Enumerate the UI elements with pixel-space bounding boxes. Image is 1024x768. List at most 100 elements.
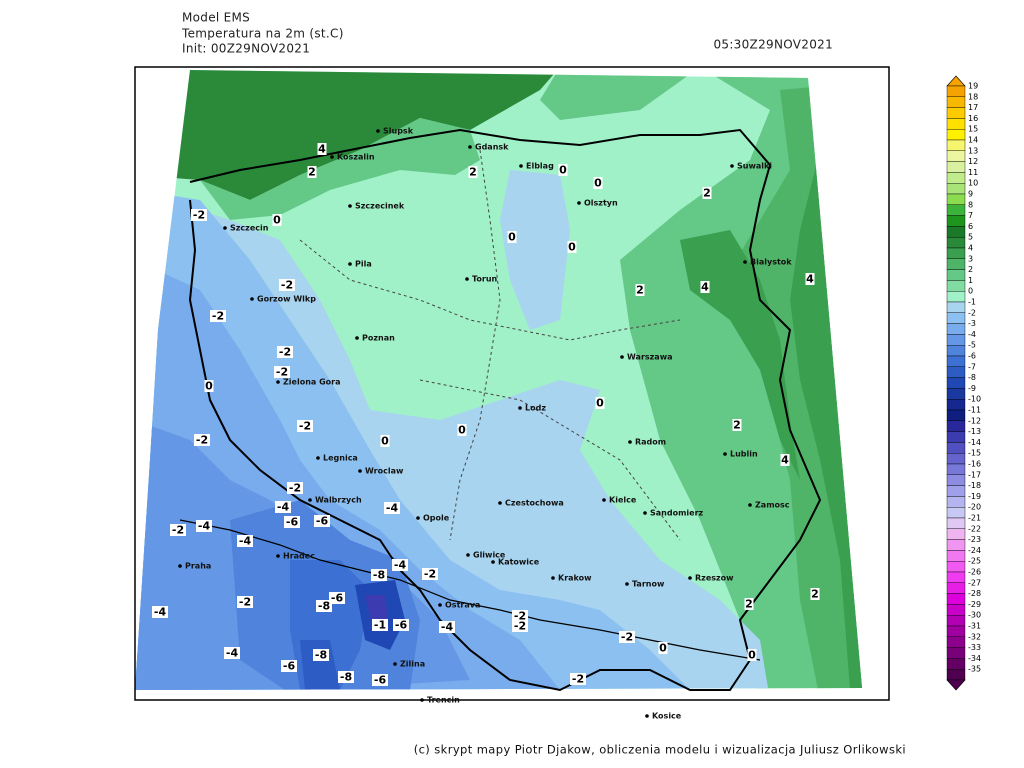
contour-label-bg — [284, 516, 300, 528]
contour-label: -6 — [331, 592, 344, 605]
legend-swatch — [946, 258, 966, 270]
contour-label-bg — [372, 619, 388, 631]
legend-label: -1 — [968, 298, 976, 307]
field-m7 — [300, 640, 340, 690]
city-label: Kosice — [652, 712, 682, 721]
legend-label: -28 — [968, 589, 981, 598]
city-label: Torun — [472, 275, 498, 284]
field-sea — [135, 70, 560, 200]
city-label: Koszalin — [337, 153, 375, 162]
contour-label-bg — [507, 231, 517, 243]
city-dot — [355, 336, 359, 340]
field-coast — [200, 118, 480, 220]
contour-label: -4 — [239, 535, 252, 548]
init-time: Init: 00Z29NOV2021 — [182, 42, 310, 56]
contour-label: -4 — [154, 606, 167, 619]
voivodeship — [449, 149, 501, 541]
city-label: Praha — [185, 562, 211, 571]
legend-swatch — [946, 420, 966, 432]
legend-swatch — [946, 96, 966, 108]
contour-label-bg — [422, 568, 438, 580]
city-label: Zamosc — [755, 501, 790, 510]
legend-swatch — [946, 377, 966, 389]
contour-label: 4 — [806, 273, 814, 286]
contour-label-bg — [210, 310, 226, 322]
city-label: Pila — [355, 260, 372, 269]
contour-label-bg — [338, 671, 354, 683]
contour-label-bg — [272, 214, 282, 226]
city-label: Warszawa — [627, 353, 673, 362]
city-dot — [723, 452, 727, 456]
contour-label-bg — [316, 600, 332, 612]
contour-label: -1 — [374, 619, 386, 632]
contour-label: 2 — [636, 284, 644, 297]
contour-label: -2 — [281, 279, 293, 292]
legend-arrow-bottom — [946, 679, 966, 691]
city-dot — [628, 440, 632, 444]
city-label: Zielona Gora — [283, 378, 341, 387]
legend-label: -5 — [968, 341, 976, 350]
city-label: Tarnow — [632, 580, 665, 589]
legend-swatch — [946, 323, 966, 335]
legend-label: -18 — [968, 481, 981, 490]
legend-label: 3 — [968, 254, 973, 263]
legend-swatch — [946, 399, 966, 411]
city-dot — [330, 155, 334, 159]
city-label: Hradec — [283, 552, 315, 561]
contour-label: 0 — [205, 380, 213, 393]
legend-label: -4 — [968, 330, 976, 339]
legend-swatch — [946, 172, 966, 184]
contour-label: -4 — [277, 501, 290, 514]
legend-label: 19 — [968, 82, 978, 91]
legend-label: 8 — [968, 200, 973, 209]
city-dot — [223, 226, 227, 230]
legend-swatch — [946, 291, 966, 303]
city-dot — [276, 380, 280, 384]
legend-label: -15 — [968, 449, 981, 458]
legend-swatch — [946, 625, 966, 638]
legend-label: 5 — [968, 233, 973, 242]
city-dot — [730, 164, 734, 168]
city-label: Szczecin — [230, 224, 269, 233]
legend-arrow-top — [946, 75, 966, 87]
field-m1-north — [500, 170, 570, 330]
city-dot — [519, 164, 523, 168]
legend-label: 17 — [968, 103, 978, 112]
legend-label: 14 — [968, 136, 978, 145]
legend-label: -29 — [968, 600, 981, 609]
legend-swatch — [946, 193, 966, 206]
city-dot — [178, 564, 182, 568]
legend-swatch — [946, 204, 966, 216]
contour-label-bg — [297, 420, 313, 432]
city-dot — [743, 260, 747, 264]
legend-label: -20 — [968, 503, 981, 512]
contour-label-bg — [593, 177, 603, 189]
contour-label: 2 — [745, 598, 753, 611]
city-dot — [645, 714, 649, 718]
contour-label: -4 — [394, 559, 407, 572]
legend-swatch — [946, 539, 966, 551]
contour-label-bg — [329, 592, 345, 604]
contour-label-bg — [567, 241, 577, 253]
contour-label: -6 — [374, 674, 387, 687]
contour-label: -2 — [239, 596, 251, 609]
city-dot — [491, 560, 495, 564]
contour-label-bg — [439, 621, 455, 633]
contour-label: 0 — [559, 164, 567, 177]
contour-label: 2 — [469, 166, 477, 179]
contour-label-bg — [314, 515, 330, 527]
contour-label-bg — [372, 674, 388, 686]
city-label: Ostrava — [445, 601, 480, 610]
city-label: Gliwice — [473, 551, 506, 560]
legend-swatch — [946, 139, 966, 152]
contour-label: -4 — [386, 502, 399, 515]
city-label: Krakow — [558, 574, 592, 583]
city-label: Olsztyn — [584, 199, 618, 208]
city-label: Slupsk — [383, 127, 414, 136]
legend-swatch — [946, 507, 966, 519]
contour-label: -6 — [286, 516, 299, 529]
field-m13 — [365, 595, 388, 625]
legend-label: -2 — [968, 308, 976, 317]
legend-swatch — [946, 582, 966, 594]
contour-label: 0 — [458, 424, 466, 437]
